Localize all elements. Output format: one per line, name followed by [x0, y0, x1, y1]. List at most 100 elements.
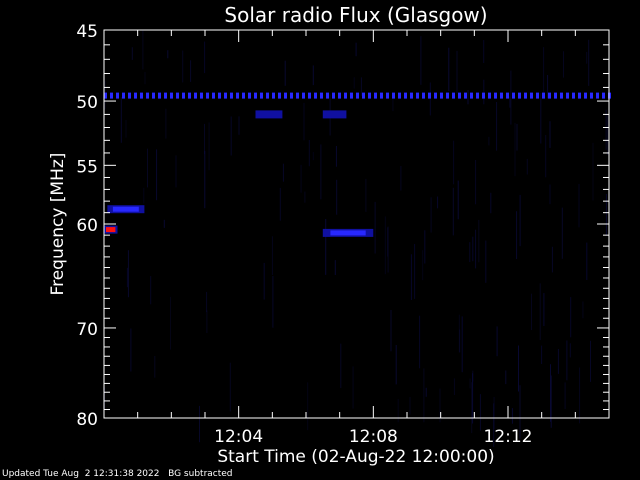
- noise-streak: [437, 196, 439, 209]
- noise-streak: [561, 207, 563, 259]
- noise-streak: [312, 152, 314, 161]
- noise-streak: [467, 90, 469, 105]
- noise-streak: [550, 375, 552, 428]
- band-mark: [386, 92, 389, 99]
- noise-streak: [395, 345, 397, 385]
- band-mark: [266, 92, 269, 99]
- band-mark: [296, 92, 299, 99]
- noise-streak: [453, 140, 455, 185]
- noise-streak: [163, 219, 165, 228]
- noise-streak: [422, 250, 424, 281]
- burst-core: [259, 111, 279, 117]
- noise-streak: [206, 291, 208, 313]
- noise-streak: [352, 366, 354, 409]
- noise-streak: [147, 148, 148, 188]
- band-mark: [194, 92, 197, 99]
- noise-streak: [578, 183, 580, 228]
- noise-streak: [303, 102, 305, 141]
- noise-streak: [545, 135, 547, 178]
- band-mark: [422, 92, 425, 99]
- noise-streak: [485, 240, 487, 283]
- band-mark: [134, 92, 137, 99]
- axis-ticks: 45 50 55 60 70 80 12:04 12:08 12:12: [76, 22, 609, 447]
- noise-streak: [543, 293, 545, 326]
- chart-title: Solar radio Flux (Glasgow): [224, 3, 487, 27]
- band-mark: [554, 92, 557, 99]
- noise-streak: [592, 142, 594, 201]
- band-mark: [158, 92, 161, 99]
- burst-core: [112, 206, 139, 212]
- noise-streak: [374, 201, 376, 254]
- band-mark: [254, 92, 257, 99]
- noise-streak: [472, 236, 474, 262]
- footer-status: Updated Tue Aug 2 12:31:38 2022 BG subtr…: [2, 469, 233, 479]
- band-mark: [416, 92, 419, 99]
- noise-streak: [409, 397, 411, 415]
- band-mark: [320, 92, 323, 99]
- burst-core: [106, 227, 116, 233]
- noise-streak: [452, 187, 454, 236]
- noise-streak: [154, 356, 156, 378]
- noise-streak: [419, 315, 421, 369]
- band-mark: [218, 92, 221, 99]
- noise-streak: [308, 140, 310, 167]
- noise-streak: [263, 262, 265, 300]
- band-mark: [272, 92, 275, 99]
- noise-streak: [551, 246, 553, 273]
- noise-streak: [516, 211, 518, 259]
- noise-streak: [475, 160, 477, 205]
- band-mark: [224, 92, 227, 99]
- band-mark: [116, 92, 119, 99]
- noise-streak: [165, 108, 167, 139]
- noise-streak: [424, 230, 426, 264]
- noise-streak: [490, 192, 492, 214]
- band-mark: [374, 92, 377, 99]
- noise-streak: [511, 408, 513, 424]
- band-mark: [176, 92, 179, 99]
- band-mark: [482, 92, 485, 99]
- band-mark: [410, 92, 413, 99]
- band-mark: [128, 92, 131, 99]
- noise-streak: [238, 116, 240, 135]
- noise-streak: [539, 283, 541, 341]
- band-mark: [440, 92, 443, 99]
- noise-streak: [156, 149, 158, 201]
- noise-streak: [519, 194, 521, 247]
- noise-streak: [496, 102, 498, 151]
- band-mark: [182, 92, 185, 99]
- noise-streak: [478, 219, 480, 263]
- noise-streak: [557, 349, 559, 374]
- band-mark: [338, 92, 341, 99]
- noise-streak: [131, 47, 133, 60]
- band-mark: [332, 92, 335, 99]
- band-mark: [152, 92, 155, 99]
- noise-streak: [387, 226, 389, 273]
- band-mark: [242, 92, 245, 99]
- band-mark: [308, 92, 311, 99]
- noise-streak: [472, 373, 474, 424]
- noise-streak: [229, 362, 231, 412]
- noise-streak: [400, 166, 402, 191]
- noise-streak: [355, 42, 357, 57]
- noise-streak: [130, 328, 132, 372]
- y-tick-label: 55: [76, 157, 98, 177]
- noise-streak: [531, 293, 532, 331]
- band-mark: [110, 92, 113, 99]
- noise-streak: [340, 343, 342, 388]
- band-mark: [344, 92, 347, 99]
- noise-streak: [564, 382, 566, 409]
- noise-streak: [182, 50, 184, 83]
- band-mark: [536, 92, 539, 99]
- noise-streak: [566, 340, 568, 381]
- x-axis-label: Start Time (02-Aug-22 12:00:00): [217, 447, 494, 467]
- band-mark: [506, 92, 509, 99]
- band-mark: [470, 92, 473, 99]
- noise-streak: [384, 216, 386, 275]
- band-mark: [542, 92, 545, 99]
- noise-streak: [541, 345, 543, 364]
- noise-streak: [550, 364, 551, 422]
- band-mark: [494, 92, 497, 99]
- noise-streak: [570, 297, 572, 338]
- noise-streak: [392, 92, 394, 112]
- noise-streak: [483, 79, 485, 105]
